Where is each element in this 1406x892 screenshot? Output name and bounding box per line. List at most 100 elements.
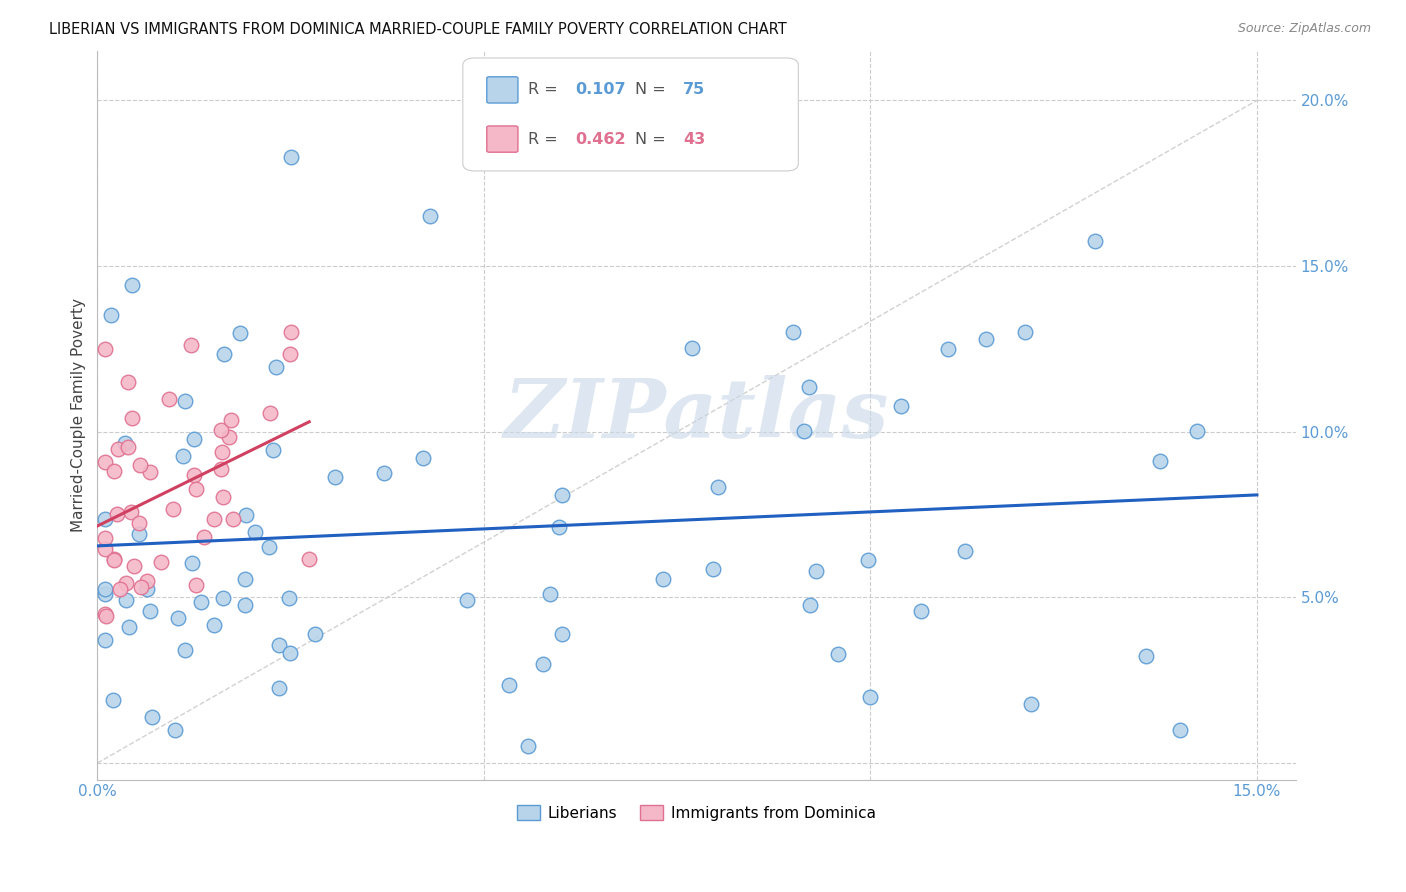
Point bbox=[131, 580, 153, 594]
Point bbox=[517, 739, 540, 754]
Point bbox=[211, 445, 233, 459]
Point bbox=[183, 468, 205, 483]
Point bbox=[229, 326, 252, 340]
Point bbox=[538, 587, 561, 601]
Point bbox=[910, 604, 932, 618]
Point bbox=[280, 150, 302, 164]
Point bbox=[797, 380, 820, 394]
Point bbox=[174, 394, 197, 409]
Point bbox=[412, 451, 434, 466]
Point bbox=[707, 480, 730, 494]
Point bbox=[262, 442, 284, 457]
Point bbox=[139, 604, 162, 618]
Point bbox=[498, 678, 520, 692]
Point bbox=[280, 326, 302, 340]
Point bbox=[129, 458, 152, 472]
Point bbox=[202, 618, 225, 632]
Point bbox=[180, 556, 202, 570]
Point bbox=[1135, 648, 1157, 663]
FancyBboxPatch shape bbox=[486, 77, 517, 103]
Point bbox=[163, 723, 186, 737]
Point bbox=[419, 210, 441, 224]
Point bbox=[278, 646, 301, 660]
Point bbox=[209, 462, 232, 476]
Point bbox=[135, 582, 157, 596]
Point bbox=[94, 587, 117, 601]
Text: R =: R = bbox=[527, 132, 562, 146]
Point bbox=[107, 442, 129, 456]
Point bbox=[212, 591, 235, 605]
Point bbox=[108, 582, 131, 596]
Point bbox=[859, 690, 882, 704]
Point bbox=[94, 608, 117, 623]
Point bbox=[1014, 326, 1036, 340]
Point bbox=[101, 693, 124, 707]
Point bbox=[233, 598, 256, 612]
Point bbox=[804, 564, 827, 578]
Point bbox=[243, 524, 266, 539]
Point bbox=[118, 620, 141, 634]
Point bbox=[323, 470, 346, 484]
Point bbox=[121, 411, 143, 425]
Text: 75: 75 bbox=[683, 82, 706, 97]
Point bbox=[193, 530, 215, 544]
Point bbox=[235, 508, 257, 523]
Point bbox=[456, 593, 478, 607]
Point bbox=[890, 400, 912, 414]
Point bbox=[174, 643, 197, 657]
Point bbox=[94, 542, 117, 557]
Point bbox=[94, 342, 117, 356]
Point bbox=[114, 593, 136, 607]
Point bbox=[139, 466, 162, 480]
Point bbox=[117, 375, 139, 389]
Point bbox=[936, 342, 959, 356]
Point bbox=[150, 555, 173, 569]
Point bbox=[186, 577, 208, 591]
Point bbox=[183, 432, 205, 446]
Point bbox=[186, 482, 208, 496]
Text: Source: ZipAtlas.com: Source: ZipAtlas.com bbox=[1237, 22, 1371, 36]
Point bbox=[1168, 723, 1191, 737]
Point bbox=[651, 572, 673, 586]
Point bbox=[94, 455, 117, 469]
Point bbox=[976, 332, 998, 346]
Point bbox=[103, 553, 125, 567]
Point bbox=[278, 346, 301, 360]
Point bbox=[141, 710, 163, 724]
Text: 43: 43 bbox=[683, 132, 706, 146]
Point bbox=[100, 308, 122, 322]
Point bbox=[531, 657, 554, 671]
Point bbox=[304, 627, 326, 641]
Point bbox=[94, 632, 117, 647]
Point bbox=[266, 360, 288, 375]
Point bbox=[94, 511, 117, 525]
Point bbox=[1149, 453, 1171, 467]
Point bbox=[120, 505, 142, 519]
Point bbox=[167, 611, 190, 625]
Point bbox=[373, 467, 395, 481]
Point bbox=[117, 440, 139, 454]
Point bbox=[233, 573, 256, 587]
Text: ZIPatlas: ZIPatlas bbox=[503, 376, 889, 455]
Point bbox=[124, 559, 146, 574]
Text: R =: R = bbox=[527, 82, 562, 97]
Point bbox=[278, 591, 301, 605]
Point bbox=[128, 516, 150, 530]
Text: N =: N = bbox=[636, 132, 671, 146]
Point bbox=[548, 520, 571, 534]
Point bbox=[799, 598, 821, 612]
Point bbox=[172, 449, 194, 463]
Point bbox=[702, 562, 724, 576]
Point bbox=[551, 627, 574, 641]
Point bbox=[128, 527, 150, 541]
Point bbox=[114, 436, 136, 450]
Point bbox=[782, 326, 804, 340]
FancyBboxPatch shape bbox=[463, 58, 799, 171]
Point bbox=[94, 531, 117, 545]
Point bbox=[135, 574, 157, 588]
Point bbox=[94, 582, 117, 596]
Text: N =: N = bbox=[636, 82, 671, 97]
Point bbox=[115, 576, 138, 591]
Point bbox=[269, 681, 291, 696]
Legend: Liberians, Immigrants from Dominica: Liberians, Immigrants from Dominica bbox=[510, 798, 882, 827]
